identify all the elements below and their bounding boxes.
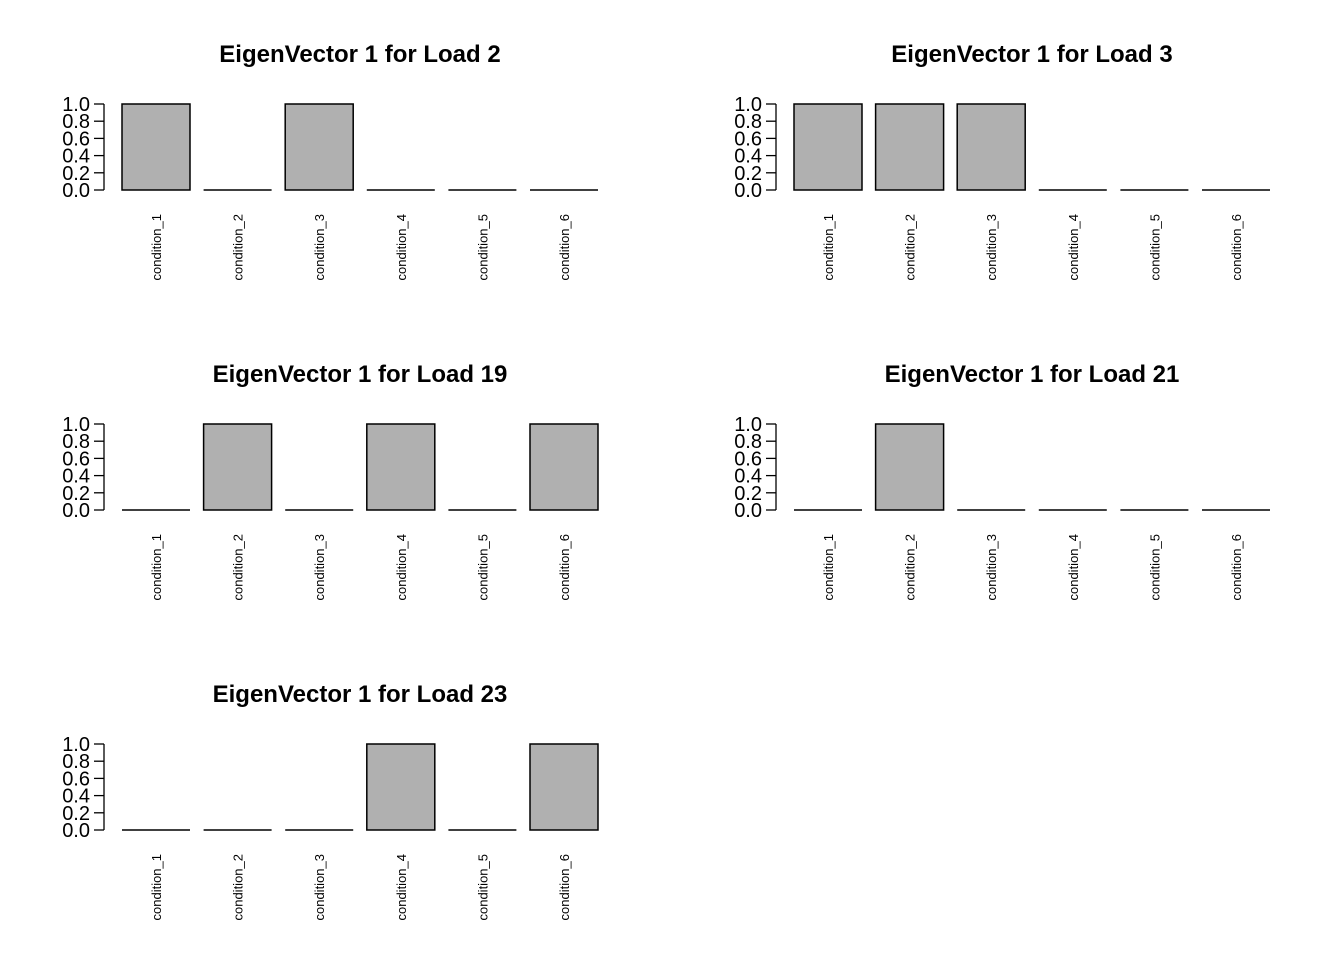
y-tick-label: 0.0 bbox=[734, 180, 762, 202]
y-tick-label: 0.6 bbox=[62, 128, 90, 150]
bar-condition_1 bbox=[121, 103, 191, 191]
y-tick-label: 0.2 bbox=[62, 483, 90, 505]
y-tick-label: 1.0 bbox=[62, 414, 90, 436]
y-tick-label: 1.0 bbox=[734, 414, 762, 436]
x-tick-label: condition_4 bbox=[394, 534, 409, 601]
x-tick-label: condition_6 bbox=[557, 854, 572, 921]
x-tick-label: condition_1 bbox=[149, 534, 164, 601]
x-tick-label: condition_3 bbox=[984, 214, 999, 281]
chart-title: EigenVector 1 for Load 21 bbox=[885, 361, 1180, 388]
chart-panel-3: EigenVector 1 for Load 19 0.00.20.40.60.8… bbox=[62, 361, 599, 601]
y-tick-label: 1.0 bbox=[62, 94, 90, 116]
y-tick-label: 0.4 bbox=[62, 466, 90, 488]
x-tick-label: condition_3 bbox=[984, 534, 999, 601]
y-tick-label: 0.8 bbox=[62, 751, 90, 773]
x-tick-label: condition_2 bbox=[231, 534, 246, 601]
chart-panel-2: EigenVector 1 for Load 3 0.00.20.40.60.81… bbox=[734, 41, 1270, 281]
y-tick-label: 0.0 bbox=[62, 180, 90, 202]
bar-condition_6 bbox=[529, 743, 599, 831]
y-tick-label: 0.0 bbox=[62, 500, 90, 522]
x-tick-label: condition_1 bbox=[149, 854, 164, 921]
x-tick-label: condition_2 bbox=[231, 854, 246, 921]
x-tick-label: condition_4 bbox=[394, 214, 409, 281]
bar-condition_6 bbox=[529, 423, 599, 511]
x-tick-label: condition_6 bbox=[557, 214, 572, 281]
x-tick-label: condition_1 bbox=[821, 214, 836, 281]
y-tick-label: 0.2 bbox=[734, 163, 762, 185]
bar-condition_2 bbox=[202, 423, 273, 511]
x-tick-label: condition_4 bbox=[1066, 534, 1081, 601]
bar-condition_2 bbox=[874, 423, 945, 511]
y-tick-label: 0.0 bbox=[62, 820, 90, 842]
x-tick-label: condition_3 bbox=[312, 534, 327, 601]
x-tick-label: condition_4 bbox=[394, 854, 409, 921]
x-tick-label: condition_6 bbox=[557, 534, 572, 601]
x-tick-label: condition_5 bbox=[475, 214, 490, 281]
y-tick-label: 0.8 bbox=[62, 431, 90, 453]
y-tick-label: 0.6 bbox=[62, 448, 90, 470]
chart-panel-5: EigenVector 1 for Load 23 0.00.20.40.60.8… bbox=[62, 681, 599, 921]
y-tick-label: 1.0 bbox=[62, 734, 90, 756]
bar-condition_2 bbox=[874, 103, 945, 191]
chart-panel-4: EigenVector 1 for Load 21 0.00.20.40.60.8… bbox=[734, 361, 1270, 601]
x-tick-label: condition_6 bbox=[1229, 214, 1244, 281]
y-tick-label: 0.6 bbox=[734, 128, 762, 150]
y-tick-label: 0.8 bbox=[734, 431, 762, 453]
chart-title: EigenVector 1 for Load 23 bbox=[213, 681, 508, 708]
bar-condition_3 bbox=[284, 103, 354, 191]
y-tick-label: 0.6 bbox=[62, 768, 90, 790]
x-tick-label: condition_4 bbox=[1066, 214, 1081, 281]
bar-condition_4 bbox=[366, 743, 436, 831]
bar-condition_3 bbox=[956, 103, 1026, 191]
x-tick-label: condition_5 bbox=[1147, 534, 1162, 601]
x-tick-label: condition_2 bbox=[231, 214, 246, 281]
x-tick-label: condition_3 bbox=[312, 854, 327, 921]
x-tick-label: condition_1 bbox=[149, 214, 164, 281]
x-tick-label: condition_1 bbox=[821, 534, 836, 601]
x-tick-label: condition_3 bbox=[312, 214, 327, 281]
y-tick-label: 0.4 bbox=[734, 466, 762, 488]
y-tick-label: 0.8 bbox=[734, 111, 762, 133]
y-tick-label: 0.4 bbox=[734, 146, 762, 168]
y-tick-label: 0.8 bbox=[62, 111, 90, 133]
y-tick-label: 1.0 bbox=[734, 94, 762, 116]
bar-condition_4 bbox=[366, 423, 436, 511]
x-tick-label: condition_5 bbox=[475, 854, 490, 921]
bar-condition_1 bbox=[793, 103, 863, 191]
chart-title: EigenVector 1 for Load 19 bbox=[213, 361, 508, 388]
y-tick-label: 0.4 bbox=[62, 786, 90, 808]
y-tick-label: 0.2 bbox=[734, 483, 762, 505]
y-tick-label: 0.6 bbox=[734, 448, 762, 470]
x-tick-label: condition_6 bbox=[1229, 534, 1244, 601]
y-tick-label: 0.2 bbox=[62, 803, 90, 825]
y-tick-label: 0.2 bbox=[62, 163, 90, 185]
x-tick-label: condition_2 bbox=[903, 534, 918, 601]
chart-panel-1: EigenVector 1 for Load 2 0.00.20.40.60.81… bbox=[62, 41, 598, 281]
x-tick-label: condition_5 bbox=[1147, 214, 1162, 281]
y-tick-label: 0.4 bbox=[62, 146, 90, 168]
chart-title: EigenVector 1 for Load 2 bbox=[219, 41, 500, 68]
x-tick-label: condition_2 bbox=[903, 214, 918, 281]
x-tick-label: condition_5 bbox=[475, 534, 490, 601]
y-tick-label: 0.0 bbox=[734, 500, 762, 522]
chart-title: EigenVector 1 for Load 3 bbox=[891, 41, 1172, 68]
